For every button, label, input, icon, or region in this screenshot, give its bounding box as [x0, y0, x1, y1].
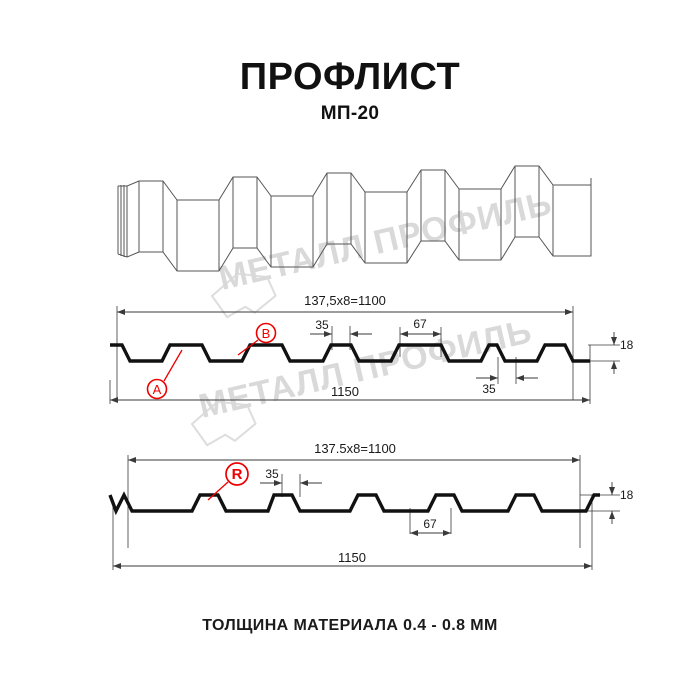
dim-rib-top-width: 35 [310, 318, 372, 337]
dim-label-overall-top: 137.5x8=1100 [314, 441, 396, 456]
dim-label-overall-bottom: 1150 [338, 550, 366, 565]
dim-valley-width: 67 [400, 317, 441, 337]
dim-overall-top: 137.5x8=1100 [128, 441, 580, 463]
dim-rib-bottom-width: 35 [476, 375, 538, 396]
dim-label-profile-height: 18 [620, 338, 634, 352]
watermark-label: МЕТАЛЛ ПРОФИЛЬ [215, 184, 555, 298]
watermark-logo-icon [190, 400, 257, 447]
profile-outline [108, 491, 600, 516]
dim-profile-height: 18 [609, 482, 634, 524]
dim-overall-top: 137,5x8=1100 [117, 293, 573, 315]
profile-outline [110, 343, 590, 363]
watermark-logo-icon [210, 272, 277, 319]
dim-label-overall-top: 137,5x8=1100 [304, 293, 386, 308]
callout-r: R [207, 462, 249, 501]
dim-overall-bottom: 1150 [109, 345, 591, 404]
callout-b: B [237, 322, 277, 356]
callout-a: A [146, 349, 183, 400]
extension-lines [127, 455, 620, 548]
dim-label-valley-width: 67 [423, 517, 437, 531]
callout-b-label: B [262, 326, 271, 341]
dim-label-rib-bottom-width: 35 [482, 382, 496, 396]
dim-valley-width: 67 [410, 517, 451, 536]
profiled-sheet-3d-view [117, 165, 592, 272]
thickness-note: ТОЛЩИНА МАТЕРИАЛА 0.4 - 0.8 ММ [202, 617, 498, 634]
product-model: МП-20 [320, 103, 380, 124]
cross-section-r: 137.5x8=1100 1150 35 67 [108, 441, 634, 570]
dim-profile-height: 18 [611, 332, 634, 374]
dim-label-overall-bottom: 1150 [331, 384, 359, 399]
page-title: ПРОФЛИСТ [239, 56, 461, 98]
dim-rib-top-width: 35 [260, 467, 322, 486]
watermark-lower: МЕТАЛЛ ПРОФИЛЬ [190, 312, 536, 447]
watermark-label: МЕТАЛЛ ПРОФИЛЬ [195, 312, 535, 426]
dim-label-profile-height: 18 [620, 488, 634, 502]
dim-label-valley-width: 67 [413, 317, 427, 331]
dim-label-rib-top-width: 35 [315, 318, 329, 332]
cross-section-a: 137,5x8=1100 1150 35 67 [109, 293, 634, 404]
callout-a-label: A [153, 382, 162, 397]
callout-r-label: R [232, 466, 243, 483]
extension-lines [116, 306, 620, 400]
dim-overall-bottom: 1150 [112, 495, 593, 570]
dim-label-rib-top-width: 35 [265, 467, 279, 481]
